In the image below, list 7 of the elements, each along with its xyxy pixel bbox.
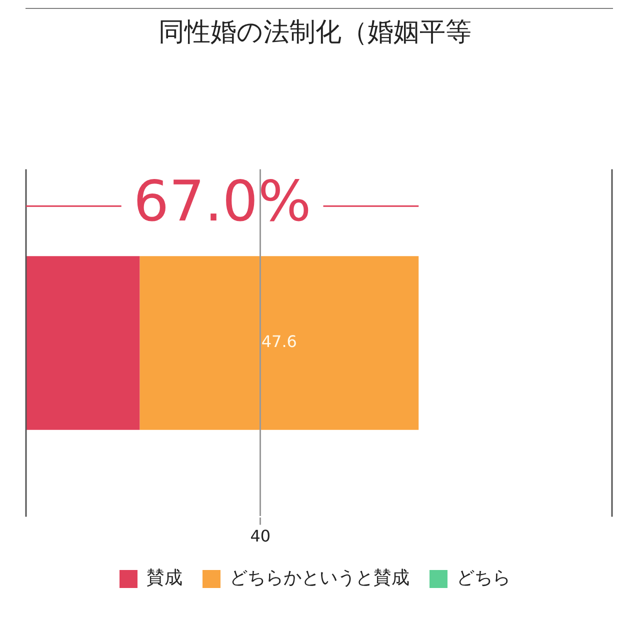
data-label: 47.6 — [261, 332, 297, 352]
legend-label: どちらかというと賛成 — [230, 568, 410, 589]
chart-title: 同性婚の法制化（婚姻平等 — [158, 17, 472, 48]
x-tick-label: 40 — [250, 526, 271, 546]
legend-label: 賛成 — [146, 568, 182, 589]
legend-label: どちら — [456, 568, 510, 589]
text: 67.0% — [133, 170, 312, 235]
